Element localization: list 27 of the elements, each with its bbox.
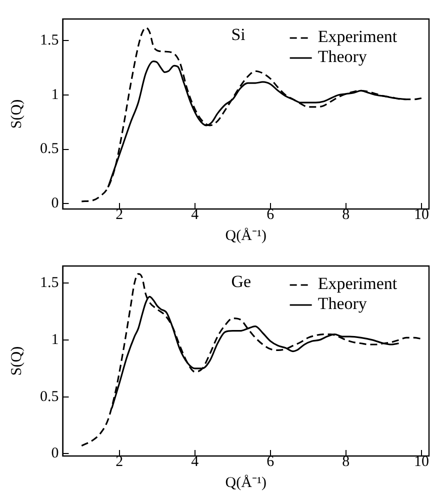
- annotation: Si: [231, 24, 246, 44]
- legend-label: Theory: [318, 46, 368, 66]
- x-tick-label: 4: [191, 454, 200, 470]
- x-axis-title: Q(Å⁻¹): [225, 474, 266, 491]
- line-series: [111, 296, 400, 410]
- y-tick-label: 1: [51, 86, 59, 103]
- line-series: [80, 273, 422, 447]
- x-tick-label: 6: [266, 206, 275, 223]
- y-tick-label: 1.5: [40, 32, 59, 49]
- x-tick-label: 10: [414, 454, 429, 470]
- annotation: Ge: [231, 272, 252, 291]
- x-tick-label: 6: [266, 454, 275, 470]
- legend-label: Experiment: [318, 274, 398, 293]
- x-axis-title: Q(Å⁻¹): [225, 226, 266, 244]
- y-tick-label: 1: [51, 332, 59, 348]
- x-tick-label: 4: [191, 206, 200, 223]
- legend-label: Theory: [318, 294, 368, 313]
- y-axis-title: S(Q): [8, 99, 25, 129]
- y-axis-title: S(Q): [8, 346, 25, 376]
- legend-label: Experiment: [318, 26, 398, 46]
- y-tick-label: 0: [51, 446, 59, 462]
- line-series: [80, 26, 422, 202]
- y-tick-label: 1.5: [40, 275, 59, 292]
- x-tick-label: 10: [414, 206, 429, 223]
- y-tick-label: 0: [51, 196, 59, 212]
- y-tick-label: 0.5: [40, 141, 59, 158]
- y-tick-label: 0.5: [40, 388, 59, 405]
